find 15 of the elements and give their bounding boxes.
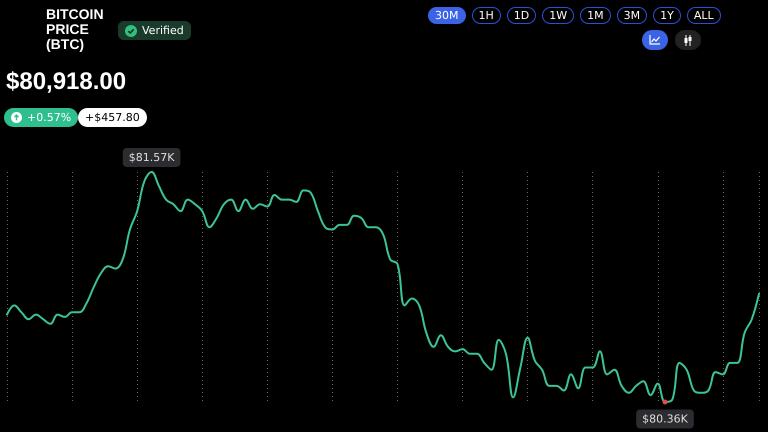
text: ALL bbox=[686, 7, 721, 24]
text: +$457.80 bbox=[85, 111, 140, 124]
annotation: $80.36K bbox=[642, 412, 689, 426]
text: Verified bbox=[142, 24, 184, 37]
text: 1W bbox=[542, 7, 574, 24]
text: 1H bbox=[472, 7, 501, 24]
text: 3M bbox=[616, 7, 648, 24]
text: 1Y bbox=[653, 7, 681, 24]
text: +0.57% bbox=[27, 111, 72, 124]
text: 30M bbox=[428, 7, 466, 24]
annotation: $81.57K bbox=[128, 150, 176, 164]
chart-title: BITCOIN PRICE (BTC) bbox=[46, 6, 105, 52]
text: 1M bbox=[580, 7, 611, 24]
chart-subtitle: $80,918.00 bbox=[6, 68, 126, 96]
text: 1D bbox=[506, 7, 536, 24]
